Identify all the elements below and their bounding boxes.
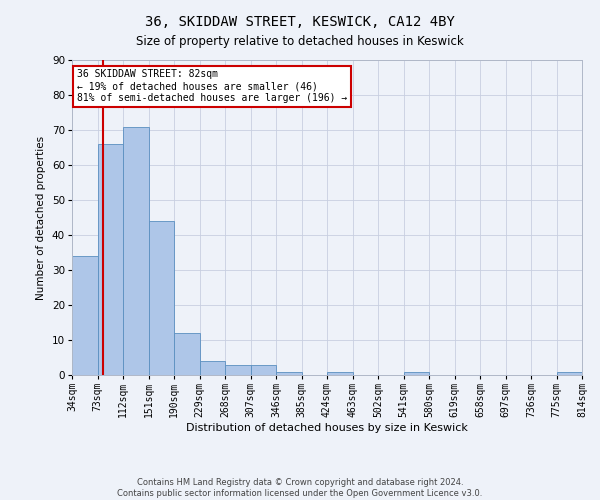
Bar (225, 364, 251, 375)
Y-axis label: Number of detached properties: Number of detached properties (37, 136, 46, 300)
Text: 36 SKIDDAW STREET: 82sqm
← 19% of detached houses are smaller (46)
81% of semi-d: 36 SKIDDAW STREET: 82sqm ← 19% of detach… (77, 70, 347, 102)
Bar (251, 364, 276, 375)
Bar (72, 256, 97, 375)
Bar (123, 126, 149, 375)
Bar (174, 333, 199, 375)
Bar (404, 372, 429, 375)
Text: Contains HM Land Registry data © Crown copyright and database right 2024.
Contai: Contains HM Land Registry data © Crown c… (118, 478, 482, 498)
X-axis label: Distribution of detached houses by size in Keswick: Distribution of detached houses by size … (186, 423, 468, 432)
Text: 36, SKIDDAW STREET, KESWICK, CA12 4BY: 36, SKIDDAW STREET, KESWICK, CA12 4BY (145, 15, 455, 29)
Text: Size of property relative to detached houses in Keswick: Size of property relative to detached ho… (136, 35, 464, 48)
Bar (97, 144, 123, 375)
Bar (557, 372, 582, 375)
Bar (276, 372, 302, 375)
Bar (149, 221, 174, 375)
Bar (199, 361, 225, 375)
Bar (327, 372, 353, 375)
